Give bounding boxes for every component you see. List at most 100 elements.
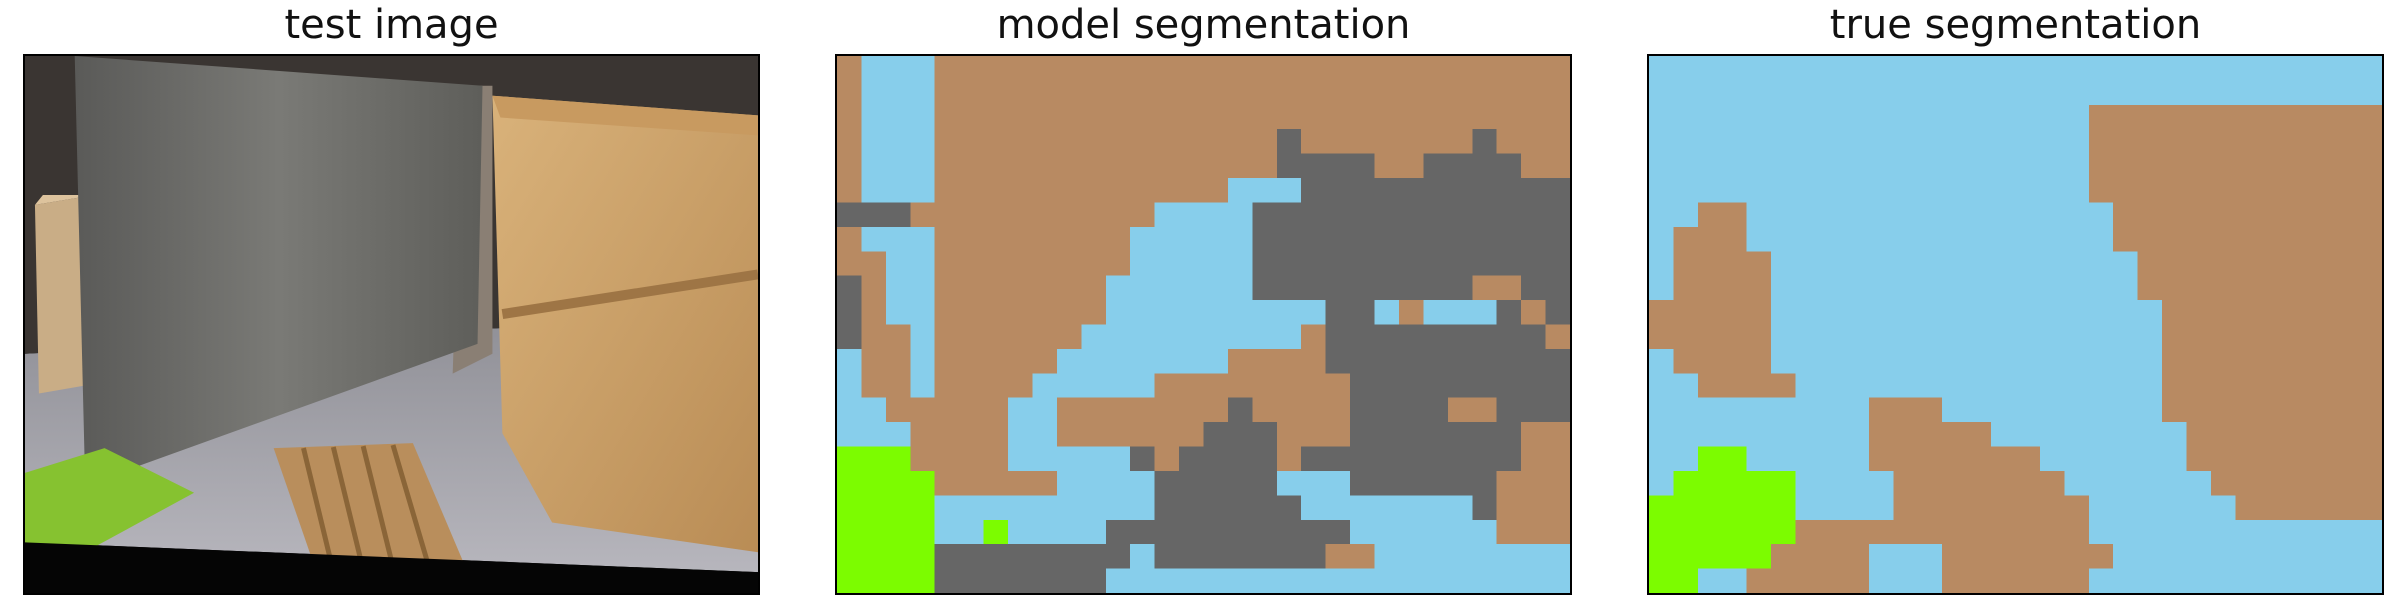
model-segment-cell-run: [1008, 519, 1107, 545]
model-segment-cell-run: [861, 348, 911, 374]
model-segment-cell-run: [837, 446, 911, 472]
model-segment-cell-run: [837, 470, 936, 496]
true-segment-cell-run: [1649, 544, 1772, 570]
true-segment-cell-run: [2235, 495, 2382, 521]
model-segment-cell-run: [1252, 397, 1351, 423]
true-segment-cell-run: [1746, 446, 1870, 472]
model-segment-cell-run: [910, 422, 1009, 448]
model-segment-cell-run: [861, 300, 887, 325]
true-segment-cell-run: [1649, 202, 1699, 228]
model-segment-cell-run: [885, 275, 936, 301]
model-segment-cell-run: [934, 324, 1082, 350]
model-segment-cell-run: [1447, 397, 1498, 423]
true-segment-cell-run: [2039, 446, 2188, 472]
model-segment-cell-run: [837, 397, 887, 423]
true-segment-cell-run: [1649, 519, 1797, 545]
true-segment-cell-run: [1649, 422, 1870, 448]
model-segment-cell-run: [1276, 446, 1302, 472]
true-segment-cell-run: [1649, 153, 2090, 179]
model-segment-cell-run: [910, 446, 1009, 472]
true-segment-cell-run: [1942, 397, 2163, 423]
true-segment-cell-run: [1795, 519, 2090, 545]
true-segment-cell-run: [2186, 446, 2382, 472]
true-segment-cell-run: [1795, 495, 1894, 521]
model-segment-cell-run: [1374, 153, 1424, 179]
model-segment-cell-run: [1252, 251, 1570, 277]
wooden-crate: [492, 95, 758, 553]
true-segment-cell-run: [1771, 300, 2163, 325]
true-segment-cell-run: [2162, 397, 2382, 423]
true-segment-cell-run: [1771, 348, 2163, 374]
model-segment-cell-run: [1350, 519, 1498, 545]
true-segment-cell-run: [1649, 129, 2090, 155]
true-segment-cell-run: [1771, 544, 1870, 570]
model-segment-cell-run: [910, 202, 1156, 228]
model-segment-cell-run: [837, 226, 862, 252]
true-segment-cell-run: [2088, 519, 2382, 545]
model-segment-cell-run: [837, 519, 936, 545]
true-segment-cell-run: [1673, 251, 1772, 277]
model-segment-cell-run: [1301, 324, 1327, 350]
true-segment-cell-run: [1649, 348, 1674, 374]
model-segment-cell-run: [934, 519, 985, 545]
true-segment-cell-run: [1673, 470, 1797, 496]
true-segment-cell-run: [2088, 178, 2382, 203]
true-segment-cell-run: [2088, 129, 2382, 155]
true-segment-cell-run: [2162, 324, 2382, 350]
model-segment-cell-run: [1154, 495, 1302, 521]
model-segment-cell-run: [837, 544, 936, 570]
true-segment-cell-run: [1795, 373, 2163, 399]
model-segment-cell-run: [934, 470, 1058, 496]
model-segment-cell-run: [837, 104, 862, 130]
model-segment-cell-run: [1521, 275, 1570, 301]
model-segment-cell-run: [1325, 324, 1547, 350]
model-segment-cell-run: [934, 373, 1033, 399]
test-image-frame: [23, 54, 760, 595]
model-segment-cell-run: [1545, 324, 1570, 350]
true-segment-cell-run: [1893, 470, 2065, 496]
true-segment-cell-run: [1649, 251, 1674, 277]
model-segment-cell-run: [861, 275, 887, 301]
model-segment-cell-run: [861, 129, 936, 155]
model-segment-cell-run: [837, 56, 862, 81]
model-segment-cell-run: [1105, 275, 1253, 301]
true-segment-cell-run: [1649, 226, 1674, 252]
true-segment-cell-run: [1771, 251, 2139, 277]
model-segment-cell-run: [885, 251, 936, 277]
true-segment-cell-run: [1649, 470, 1674, 496]
model-segment-cell-run: [934, 80, 1570, 106]
model-segment-cell-run: [1350, 397, 1449, 423]
model-segment-cell-run: [1032, 373, 1156, 399]
model-segment-cell-run: [1398, 300, 1424, 325]
model-segment-cell-run: [934, 153, 1278, 179]
model-segment-cell-run: [1276, 422, 1351, 448]
model-segment-cell-run: [1276, 470, 1351, 496]
true-segment-cell-run: [1649, 446, 1699, 472]
model-segment-cell-run: [837, 275, 862, 301]
model-segment-cell-run: [1130, 446, 1156, 472]
model-segment-cell-run: [1227, 397, 1253, 423]
model-segment-cell-run: [1179, 446, 1278, 472]
model-segment-cell-run: [1056, 422, 1204, 448]
true-segment-cell-run: [1991, 422, 2188, 448]
model-segment-cell-run: [885, 300, 936, 325]
model-segment-cell-run: [1374, 544, 1570, 570]
model-segment-cell-run: [1423, 300, 1498, 325]
true-segment-cell-run: [2064, 470, 2212, 496]
green-mat: [25, 448, 195, 553]
model-segmentation-frame: [835, 54, 1572, 595]
model-segment-cell-run: [1008, 397, 1058, 423]
model-segment-cell-run: [910, 348, 936, 374]
model-segment-cell-run: [1374, 300, 1400, 325]
model-segment-cell-run: [1056, 348, 1229, 374]
true-segment-cell-run: [1649, 397, 1870, 423]
true-segment-cell-run: [1649, 178, 2090, 203]
true-segment-cell-run: [1649, 56, 2382, 81]
model-segment-cell-run: [934, 544, 1131, 570]
model-segment-cell-run: [1472, 275, 1522, 301]
model-segment-cell-run: [885, 397, 1009, 423]
model-segment-cell-run: [837, 422, 911, 448]
true-segment-cell-run: [1697, 373, 1797, 399]
model-segment-cell-run: [1056, 470, 1156, 496]
model-segment-cell-run: [837, 153, 862, 179]
